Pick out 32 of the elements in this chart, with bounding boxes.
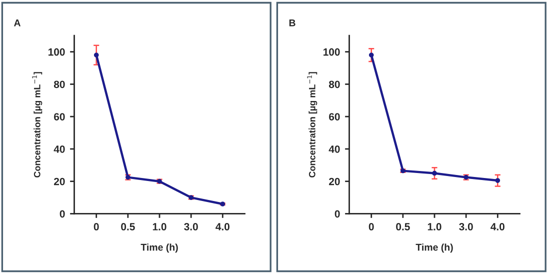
y-tick-label: 60	[329, 113, 340, 120]
x-axis-title: Time (h)	[416, 244, 453, 253]
chart-title: A	[14, 20, 21, 26]
point	[432, 170, 437, 176]
y-tick-label: 100	[324, 48, 340, 56]
y-tick-label: 20	[54, 178, 65, 186]
x-tick-label: 0	[368, 223, 374, 230]
x-tick-label: 4.0	[490, 223, 504, 230]
y-tick-label: 80	[328, 80, 340, 88]
x-tick-label: 3.0	[459, 223, 473, 230]
x-axis-title: Time (h)	[140, 244, 178, 253]
x-tick-label: 0	[94, 223, 99, 230]
x-tick-label: 4.0	[216, 223, 230, 230]
x-tick-label: 0.5	[121, 223, 135, 230]
y-tick-label: 40	[328, 145, 340, 153]
y-tick-label: 60	[54, 113, 65, 120]
chart-title: B	[289, 20, 296, 26]
point	[495, 178, 500, 183]
point	[94, 52, 99, 58]
point	[368, 52, 374, 58]
y-tick-label: 80	[54, 80, 65, 88]
x-tick-label: 1.0	[152, 223, 166, 230]
x-tick-label: 3.0	[184, 223, 198, 230]
y-tick-label: 0	[60, 210, 65, 218]
y-tick-label: 0	[334, 210, 340, 218]
x-tick-label: 0.5	[396, 223, 410, 230]
y-tick-label: 40	[54, 145, 65, 153]
y-tick-label: 100	[48, 48, 65, 56]
x-tick-label: 1.0	[428, 223, 442, 230]
y-tick-label: 20	[329, 178, 340, 186]
y-axis-title: Concentration [µg mL$^{−1}$]	[32, 72, 42, 178]
y-axis-title: Concentration [µg mL$^{−1}$]	[307, 72, 318, 178]
